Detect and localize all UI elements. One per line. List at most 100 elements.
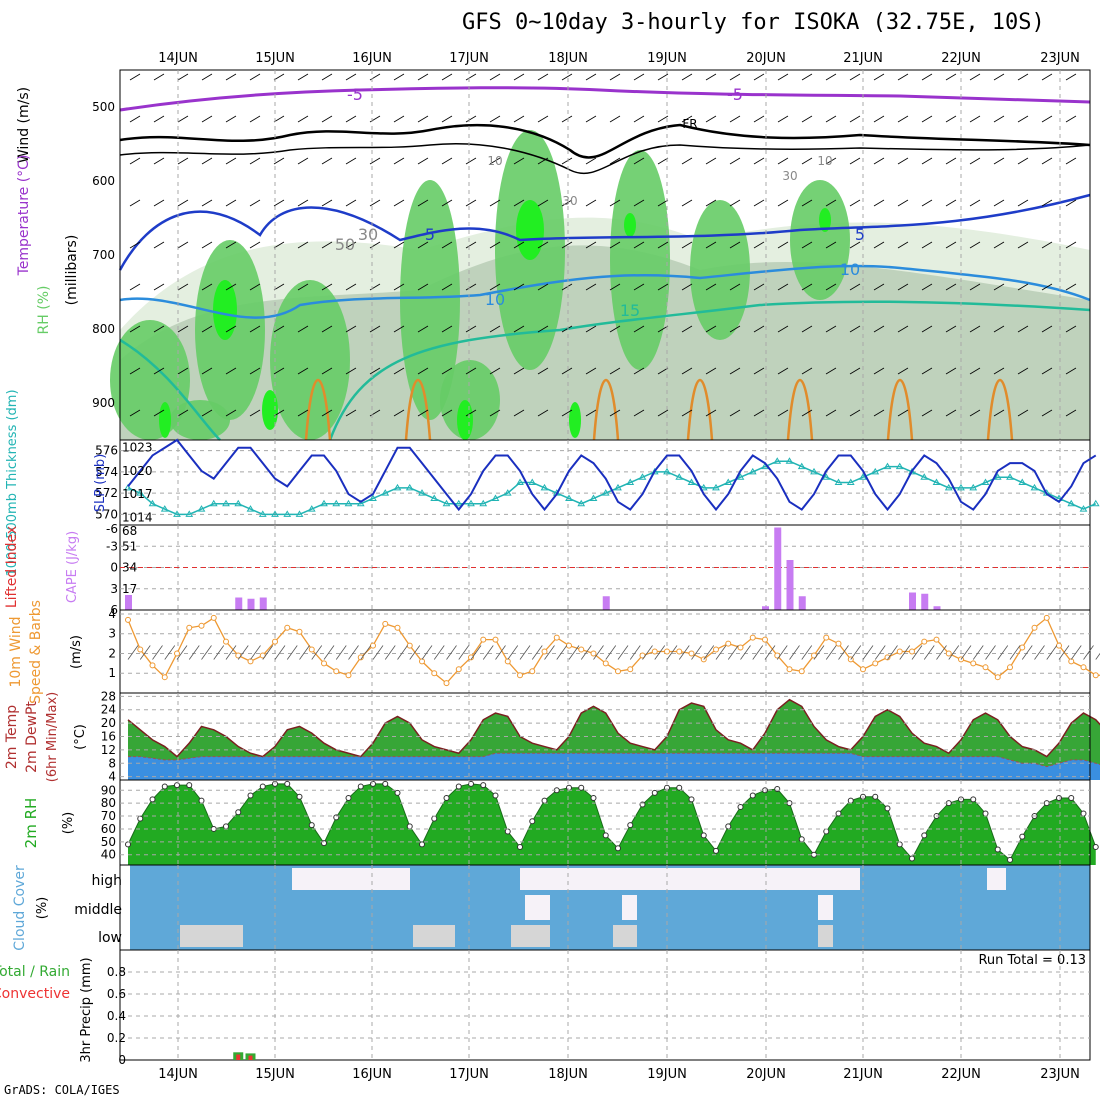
wind-barb xyxy=(1017,367,1029,375)
wind-barb-10m xyxy=(348,645,359,660)
rh-fill-90-1 xyxy=(516,200,544,260)
ylabel-wind: Wind (m/s) xyxy=(16,87,32,163)
wind-10m-panel: 1 2 3 4 10m Wind Speed & Barbs (m/s) xyxy=(8,600,1100,704)
wind-barb xyxy=(369,367,381,375)
temp-line xyxy=(127,698,1100,758)
wind-barb xyxy=(681,409,693,417)
wind-barb xyxy=(681,115,693,123)
wind-speed-point xyxy=(529,668,536,675)
wind-barb xyxy=(297,409,309,417)
wind-barb xyxy=(153,367,165,375)
wind-barb xyxy=(177,409,189,417)
wind-speed-point xyxy=(1019,644,1026,651)
wind-barb xyxy=(897,325,909,333)
wind-barb xyxy=(609,325,621,333)
wind-speed-point xyxy=(615,668,621,675)
thickness-marker xyxy=(626,478,635,485)
wind-barb xyxy=(273,73,285,81)
rh2m-point xyxy=(1019,833,1026,840)
wind-barb xyxy=(513,283,525,291)
thickness-marker xyxy=(381,489,390,496)
wind-barb xyxy=(681,157,693,165)
rh-fill-90-7 xyxy=(569,402,581,438)
wind-barb xyxy=(369,157,381,165)
wind-barb xyxy=(297,157,309,165)
rh2m-point xyxy=(149,796,156,803)
wind-barb xyxy=(921,241,933,249)
wind-barb-10m xyxy=(544,645,555,660)
wind-barb xyxy=(1065,241,1077,249)
contour-20-6 xyxy=(986,378,1014,441)
wind-barb xyxy=(705,283,717,291)
wind-barb xyxy=(633,157,645,165)
wind-barb xyxy=(129,73,141,81)
wind-barb xyxy=(681,73,693,81)
thickness-marker xyxy=(185,510,194,517)
li-tick-2: 0 xyxy=(110,561,118,575)
wind-barb xyxy=(345,241,357,249)
wind-barb xyxy=(897,409,909,417)
thickness-marker xyxy=(663,467,671,475)
wind-barb xyxy=(129,241,141,249)
wind-barb xyxy=(969,157,981,165)
wind-barb-10m xyxy=(593,645,604,660)
rh2m-point xyxy=(1092,843,1099,850)
wind-barb xyxy=(321,325,333,333)
thickness-marker xyxy=(369,494,377,501)
wind-barb xyxy=(297,283,309,291)
top-date-label-9: 23JUN xyxy=(1040,51,1080,66)
precip-tick-4: 0.8 xyxy=(107,965,126,979)
wind-barb xyxy=(897,157,909,165)
wind-barb xyxy=(609,157,621,165)
cloud-high-2 xyxy=(987,868,1006,890)
wind-barb xyxy=(129,157,141,165)
wind-barb-10m xyxy=(727,645,739,660)
wind-speed-point xyxy=(1068,658,1075,665)
wind-barb xyxy=(705,325,717,333)
wind-barb xyxy=(561,199,573,207)
wind-barb xyxy=(489,409,501,417)
dewpoint-fill xyxy=(128,753,1100,780)
wind-tick-1: 2 xyxy=(108,646,116,660)
rh2m-point xyxy=(688,796,695,803)
thickness-marker xyxy=(944,483,953,491)
wind-barb xyxy=(489,73,501,81)
rh2m-tick-1: 50 xyxy=(101,835,116,849)
wind-barb xyxy=(417,73,429,81)
ylabel-thickness: 1000-500mb Thickness (dm) xyxy=(5,389,20,576)
wind-barb xyxy=(513,409,525,417)
wind-speed-point xyxy=(455,666,462,673)
thickness-marker xyxy=(283,510,292,517)
cape-bar xyxy=(786,560,794,610)
contour-10 xyxy=(119,264,1091,319)
wind-barb xyxy=(993,199,1005,207)
wind-barb xyxy=(273,115,285,123)
wind-barb xyxy=(657,157,669,165)
wind-barb xyxy=(417,283,429,291)
bottom-date-label-4: 18JUN xyxy=(548,1067,588,1082)
rh-fill-70-8 xyxy=(440,360,500,440)
thickness-marker xyxy=(307,505,316,512)
contour-label-3: 10 xyxy=(487,154,502,168)
rh2m-point xyxy=(921,832,928,839)
rh2m-point xyxy=(406,823,413,830)
wind-barb-10m xyxy=(213,645,225,660)
wind-barb xyxy=(273,409,285,417)
thickness-marker xyxy=(540,483,549,491)
wind-barb xyxy=(489,241,501,249)
wind-barb-10m xyxy=(936,645,947,660)
wind-barb xyxy=(393,157,405,165)
wind-barb xyxy=(849,283,861,291)
rh2m-tick-4: 80 xyxy=(101,796,116,810)
cape-tick-3: 68 xyxy=(122,524,137,538)
thickness-marker xyxy=(932,478,941,485)
bottom-date-label-0: 14JUN xyxy=(158,1067,198,1082)
thickness-marker xyxy=(393,483,402,491)
wind-barb-10m xyxy=(176,645,188,660)
wind-barb-10m xyxy=(985,645,996,660)
wind-barb xyxy=(201,157,213,165)
rh2m-point xyxy=(504,828,511,835)
wind-barb xyxy=(705,73,717,81)
wind-barb xyxy=(921,157,933,165)
wind-barb xyxy=(873,157,885,165)
